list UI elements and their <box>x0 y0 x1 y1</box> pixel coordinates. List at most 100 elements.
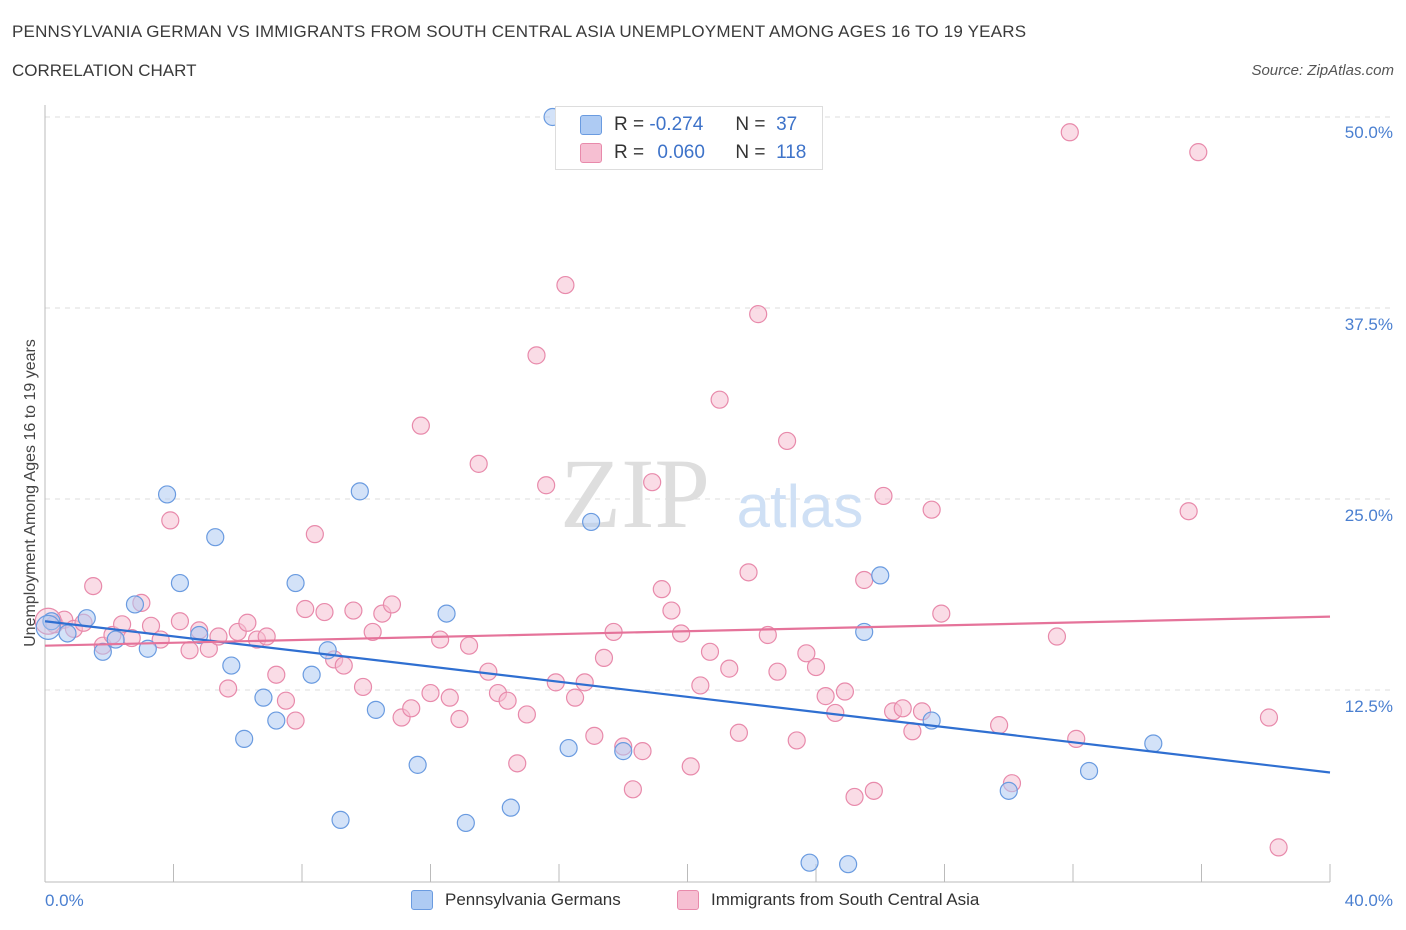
legend-n-label: N = <box>735 114 766 135</box>
trend-lines <box>44 615 1331 774</box>
scatter-point-immigrants <box>681 757 700 776</box>
scatter-point-immigrants <box>990 716 1009 735</box>
scatter-point-immigrants <box>671 624 691 643</box>
scatter-point-pennsylvania-germans <box>501 798 520 817</box>
scatter-point-immigrants <box>662 601 681 620</box>
scatter-point-immigrants <box>758 625 777 645</box>
scatter-point-immigrants <box>749 305 768 324</box>
scatter-point-immigrants <box>238 613 257 632</box>
scatter-point-immigrants <box>382 595 402 614</box>
scatter-point-immigrants <box>469 454 488 473</box>
watermark-atlas: atlas <box>737 473 864 540</box>
scatter-point-pennsylvania-germans <box>170 573 190 593</box>
trend-line-pennsylvania-germans <box>44 620 1331 774</box>
legend-n-label: N = <box>735 142 766 163</box>
trend-line-immigrants <box>44 615 1331 647</box>
scatter-point-immigrants <box>623 780 642 799</box>
scatter-point-pennsylvania-germans <box>222 656 241 675</box>
scatter-point-pennsylvania-germans <box>999 781 1018 800</box>
bottom-legend-label: Immigrants from South Central Asia <box>711 890 980 909</box>
scatter-point-immigrants <box>276 691 296 710</box>
legend-n-value: 37 <box>776 114 798 135</box>
scatter-point-immigrants <box>797 644 816 663</box>
scatter-point-immigrants <box>932 604 951 623</box>
scatter-point-pennsylvania-germans <box>331 810 350 829</box>
scatter-point-immigrants <box>893 699 912 718</box>
scatter-point-pennsylvania-germans <box>254 688 273 707</box>
scatter-point-immigrants <box>787 731 806 750</box>
y-axis-label: Unemployment Among Ages 16 to 19 years <box>22 339 39 647</box>
scatter-point-pennsylvania-germans <box>125 595 145 614</box>
bottom-legend-swatch-blue <box>411 890 433 910</box>
scatter-point-immigrants <box>845 787 864 807</box>
scatter-point-immigrants <box>257 627 276 646</box>
scatter-point-immigrants <box>864 781 883 800</box>
scatter-point-immigrants <box>219 679 238 698</box>
scatter-point-pennsylvania-germans <box>58 624 77 643</box>
scatter-point-pennsylvania-germans <box>302 665 321 684</box>
y-tick-label-12-5: 12.5% <box>1344 697 1393 716</box>
scatter-point-immigrants <box>353 677 373 697</box>
legend-r-label: R = <box>614 142 645 163</box>
scatter-point-pennsylvania-germans <box>267 711 286 730</box>
bottom-legend-pennsylvania-germans: Pennsylvania Germans <box>411 890 621 910</box>
x-tick-label-min: 0.0% <box>45 891 84 910</box>
watermark-zip: ZIP <box>560 438 710 549</box>
scatter-point-immigrants <box>691 676 710 695</box>
scatter-point-pennsylvania-germans <box>235 729 254 748</box>
scatter-point-immigrants <box>431 630 450 649</box>
scatter-point-pennsylvania-germans <box>1144 734 1163 753</box>
scatter-point-immigrants <box>739 563 758 582</box>
scatter-point-immigrants <box>729 723 749 742</box>
scatter-point-pennsylvania-germans <box>456 813 475 833</box>
scatter-point-immigrants <box>517 705 536 724</box>
scatter-point-immigrants <box>768 662 787 681</box>
scatter-point-immigrants <box>1047 627 1067 646</box>
y-tick-label-37-5: 37.5% <box>1344 315 1393 334</box>
source-label: Source: ZipAtlas.com <box>1251 62 1394 79</box>
scatter-point-immigrants <box>720 659 739 678</box>
scatter-point-immigrants <box>652 580 671 599</box>
series-immigrants-south-central-asia <box>34 123 1288 857</box>
axes <box>44 105 1331 883</box>
legend-row-pennsylvania-germans: R = -0.274 N = 37 <box>580 113 797 137</box>
scatter-point-immigrants <box>344 601 363 620</box>
scatter-point-immigrants <box>459 636 479 655</box>
scatter-point-pennsylvania-germans <box>350 482 369 501</box>
legend-swatch-blue <box>580 115 602 135</box>
scatter-point-immigrants <box>402 699 421 718</box>
scatter-point-immigrants <box>565 688 585 707</box>
scatter-point-pennsylvania-germans <box>437 604 456 623</box>
scatter-point-immigrants <box>508 754 527 773</box>
scatter-point-immigrants <box>585 726 604 745</box>
scatter-point-immigrants <box>1060 123 1079 142</box>
scatter-point-pennsylvania-germans <box>871 566 890 585</box>
scatter-point-immigrants <box>440 688 459 707</box>
scatter-point-pennsylvania-germans <box>408 755 427 774</box>
scatter-point-pennsylvania-germans <box>839 855 858 874</box>
scatter-point-immigrants <box>710 390 729 409</box>
scatter-point-immigrants <box>421 683 440 703</box>
scatter-point-immigrants <box>835 682 855 701</box>
scatter-point-immigrants <box>806 657 826 677</box>
scatter-point-immigrants <box>84 576 103 596</box>
scatter-point-immigrants <box>1259 708 1279 727</box>
scatter-point-immigrants <box>498 691 517 710</box>
scatter-point-pennsylvania-germans <box>582 512 601 532</box>
scatter-point-pennsylvania-germans <box>93 642 112 661</box>
scatter-point-pennsylvania-germans <box>106 630 125 649</box>
x-tick-label-max: 40.0% <box>1344 891 1393 910</box>
scatter-point-pennsylvania-germans <box>800 853 819 872</box>
y-tick-label-25: 25.0% <box>1344 506 1393 525</box>
legend-n-value: 118 <box>776 142 807 163</box>
legend-r-label: R = <box>614 114 645 135</box>
scatter-point-immigrants <box>305 525 324 544</box>
scatter-point-immigrants <box>816 687 835 706</box>
scatter-point-immigrants <box>777 431 797 451</box>
scatter-point-immigrants <box>643 473 662 492</box>
scatter-point-immigrants <box>633 742 652 761</box>
scatter-point-immigrants <box>180 641 199 660</box>
scatter-point-immigrants <box>286 711 305 730</box>
scatter-point-pennsylvania-germans <box>206 528 225 547</box>
scatter-point-immigrants <box>527 346 546 365</box>
